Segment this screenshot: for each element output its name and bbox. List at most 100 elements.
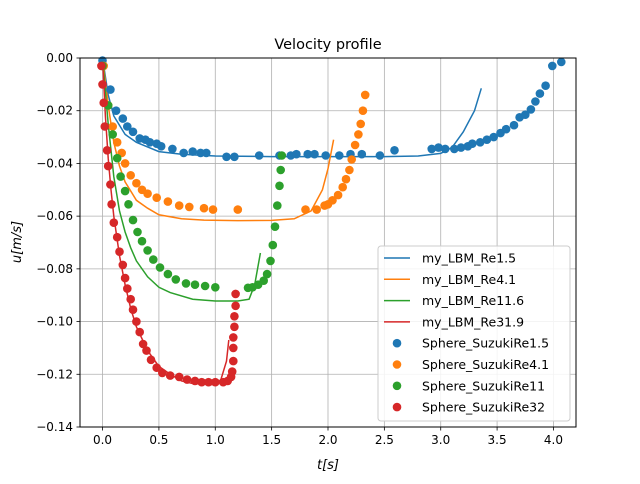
x-tick-label: 3.5 [488, 433, 507, 447]
data-point [501, 124, 511, 134]
data-point [165, 371, 175, 380]
legend-entry-label: Sphere_SuzukiRe32 [422, 400, 545, 415]
data-point [273, 201, 282, 210]
data-point [126, 294, 135, 304]
data-point [171, 275, 181, 284]
data-point [434, 143, 443, 152]
data-point [292, 149, 301, 159]
data-point [535, 89, 545, 98]
data-point [531, 97, 540, 106]
data-point [427, 144, 437, 154]
data-point [541, 81, 550, 90]
data-point [97, 61, 106, 71]
data-point [174, 372, 184, 382]
data-point [133, 227, 142, 237]
data-point [347, 155, 357, 164]
data-point [143, 246, 152, 255]
data-point [230, 322, 239, 332]
data-point [202, 148, 211, 158]
legend-marker-swatch [392, 338, 402, 348]
data-point [270, 222, 280, 231]
data-point [350, 140, 360, 150]
data-point [199, 203, 209, 213]
legend-marker-swatch [392, 360, 402, 369]
data-point [106, 85, 115, 94]
data-point [163, 197, 173, 206]
series-points [97, 56, 566, 387]
data-point [266, 256, 275, 266]
data-point [112, 153, 122, 163]
data-point [112, 138, 122, 147]
data-point [475, 138, 485, 147]
data-point [440, 144, 450, 154]
data-point [468, 139, 477, 148]
data-point [124, 200, 133, 209]
legend-entry-label: Sphere_SuzukiRe11 [422, 378, 545, 393]
data-point [99, 98, 108, 108]
data-point [456, 143, 466, 152]
data-point [190, 280, 200, 290]
legend-entry-label: Sphere_SuzukiRe1.5 [422, 336, 549, 351]
data-point [118, 260, 128, 270]
data-point [321, 151, 331, 160]
data-point [149, 255, 158, 264]
data-point [229, 356, 238, 366]
x-tick-label: 2.0 [318, 433, 337, 447]
data-point [450, 144, 459, 154]
data-point [128, 127, 138, 137]
data-point [137, 236, 147, 246]
data-point [208, 205, 218, 214]
data-point [126, 171, 135, 180]
y-tick-label: −0.06 [36, 209, 73, 223]
data-point [107, 200, 116, 209]
y-axis-label: u[m/s] [10, 221, 25, 263]
data-point [303, 149, 313, 159]
data-point [100, 122, 110, 131]
data-point [222, 152, 231, 162]
legend-entry-label: my_LBM_Re31.9 [422, 314, 524, 329]
y-tick-label: −0.14 [36, 420, 73, 434]
y-tick-label: −0.10 [36, 315, 73, 329]
y-axis-ticks: 0.00 −0.02 −0.04 −0.06 −0.08 −0.10 −0.12 −0.14 [36, 51, 80, 434]
x-tick-label: 4.0 [544, 433, 563, 447]
data-point [120, 273, 130, 283]
series-line [101, 57, 483, 158]
y-tick-label: 0.00 [46, 51, 73, 65]
x-axis-ticks: 0.0 0.5 1.0 1.5 2.0 2.5 3.0 3.5 4.0 [93, 427, 563, 447]
data-point [338, 182, 348, 192]
data-point [482, 135, 492, 144]
data-point [211, 377, 220, 387]
data-point [145, 138, 155, 147]
data-point [163, 269, 173, 279]
data-point [275, 181, 284, 191]
data-point [509, 120, 519, 130]
data-point [557, 57, 566, 67]
data-point [106, 180, 115, 189]
data-point [152, 193, 161, 202]
data-point [268, 240, 278, 250]
data-point [259, 276, 269, 286]
data-point [357, 149, 367, 159]
data-point [146, 355, 156, 365]
data-point [200, 281, 210, 291]
data-point [227, 367, 237, 376]
data-point [375, 151, 385, 160]
data-point [489, 132, 499, 142]
x-tick-label: 0.0 [93, 433, 112, 447]
data-point [231, 301, 240, 311]
data-point [301, 205, 310, 214]
data-point [112, 232, 122, 242]
data-point [132, 178, 141, 188]
x-tick-label: 0.5 [149, 433, 168, 447]
data-point [341, 174, 351, 184]
data-point [354, 130, 363, 139]
data-point [108, 122, 117, 131]
data-point [120, 159, 130, 168]
data-point [123, 284, 132, 293]
data-point [179, 148, 188, 158]
data-point [116, 172, 125, 181]
data-point [181, 279, 191, 288]
data-point [118, 114, 128, 123]
chart-title: Velocity profile [274, 37, 381, 53]
data-point [328, 196, 337, 205]
